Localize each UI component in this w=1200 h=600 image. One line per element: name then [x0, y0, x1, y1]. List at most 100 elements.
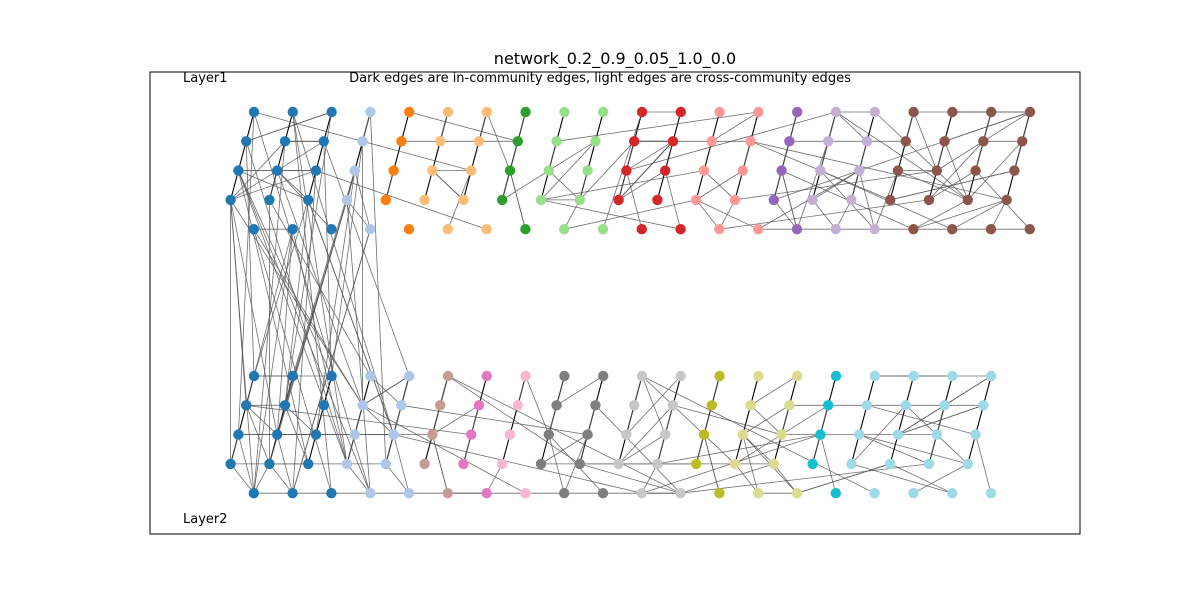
network-node — [442, 370, 454, 382]
cross-community-edge — [641, 463, 658, 494]
inter-layer-edge — [323, 141, 332, 377]
cross-community-edge — [796, 463, 891, 494]
network-node — [248, 488, 259, 499]
network-node — [551, 400, 562, 411]
network-node — [279, 400, 291, 411]
cross-community-edge — [618, 405, 674, 465]
network-node — [621, 429, 632, 440]
network-node — [784, 136, 795, 147]
network-node — [481, 488, 492, 499]
network-node — [248, 224, 259, 235]
network-node — [869, 488, 880, 499]
cross-community-edge — [548, 170, 581, 201]
cross-community-edge — [696, 199, 759, 230]
network-node — [597, 224, 609, 235]
cross-community-edge — [595, 405, 681, 494]
cross-community-edge — [734, 463, 759, 494]
cross-community-edge — [967, 141, 1023, 201]
cross-community-edge — [362, 405, 394, 435]
network-node — [318, 136, 329, 147]
network-node — [706, 136, 717, 147]
network-node — [1001, 194, 1012, 206]
network-node — [908, 106, 919, 118]
network-node — [349, 165, 360, 176]
network-node — [978, 136, 989, 147]
network-node — [458, 458, 469, 470]
cross-community-edge — [563, 199, 581, 230]
network-node — [303, 194, 314, 206]
network-node — [287, 370, 298, 382]
cross-community-edge — [269, 463, 293, 494]
cross-community-edge — [393, 434, 410, 494]
inter-layer-edge — [238, 170, 348, 465]
inter-layer-edge — [284, 111, 332, 406]
inter-layer-edge — [292, 170, 356, 377]
layer2-label: Layer2 — [183, 512, 228, 527]
network-node — [241, 400, 252, 411]
cross-community-edge — [540, 141, 596, 201]
network-node — [466, 429, 477, 440]
inter-layer-edge — [230, 199, 255, 494]
network-node — [613, 194, 624, 206]
network-node — [427, 165, 438, 176]
network-node — [691, 194, 702, 206]
network-node — [737, 429, 748, 440]
network-node — [900, 136, 911, 147]
network-node — [776, 429, 787, 440]
network-node — [458, 194, 469, 206]
network-node — [225, 194, 236, 206]
cross-community-edge — [859, 434, 968, 465]
network-node — [706, 400, 717, 411]
network-node — [341, 458, 353, 470]
cross-community-edge — [851, 463, 953, 494]
network-node — [970, 429, 981, 440]
cross-community-edge — [835, 111, 868, 142]
network-node — [675, 224, 686, 235]
inter-layer-edge — [307, 199, 394, 435]
network-node — [388, 429, 399, 440]
network-node — [823, 136, 834, 147]
network-node — [365, 370, 376, 382]
network-node — [520, 370, 531, 382]
cross-community-edge — [618, 141, 674, 201]
cross-community-edge — [680, 463, 774, 494]
network-node — [970, 165, 981, 176]
cross-community-edge — [346, 463, 371, 494]
inter-layer-edge — [253, 229, 332, 494]
cross-community-edge — [750, 140, 1007, 201]
network-node — [504, 429, 516, 440]
network-node — [497, 194, 508, 206]
cross-community-edge — [897, 404, 984, 435]
network-node — [535, 194, 547, 206]
inter-layer-edge — [253, 228, 363, 406]
cross-community-edge — [874, 111, 969, 201]
network-node — [791, 488, 803, 499]
network-node — [892, 429, 904, 440]
network-node — [598, 370, 609, 382]
network-node — [846, 194, 857, 206]
network-node — [590, 400, 601, 411]
network-node — [404, 106, 415, 118]
network-node — [923, 194, 935, 206]
cross-community-edge — [626, 111, 837, 171]
network-node — [396, 136, 407, 147]
cross-community-edge — [540, 434, 588, 465]
cross-community-edge — [230, 463, 255, 494]
network-node — [435, 136, 446, 147]
network-node — [613, 458, 624, 470]
network-node — [931, 165, 942, 176]
network-node — [939, 136, 950, 147]
network-node — [854, 429, 865, 440]
cross-community-edge — [618, 170, 666, 201]
cross-community-edge — [245, 405, 278, 435]
network-node — [869, 370, 880, 382]
network-node — [830, 488, 841, 499]
network-node — [675, 106, 686, 118]
network-node — [830, 106, 842, 118]
network-node — [629, 400, 640, 411]
network-node — [419, 458, 430, 470]
network-node — [543, 429, 554, 440]
network-node — [419, 194, 430, 206]
network-node — [403, 224, 415, 235]
cross-community-edge — [672, 404, 782, 435]
